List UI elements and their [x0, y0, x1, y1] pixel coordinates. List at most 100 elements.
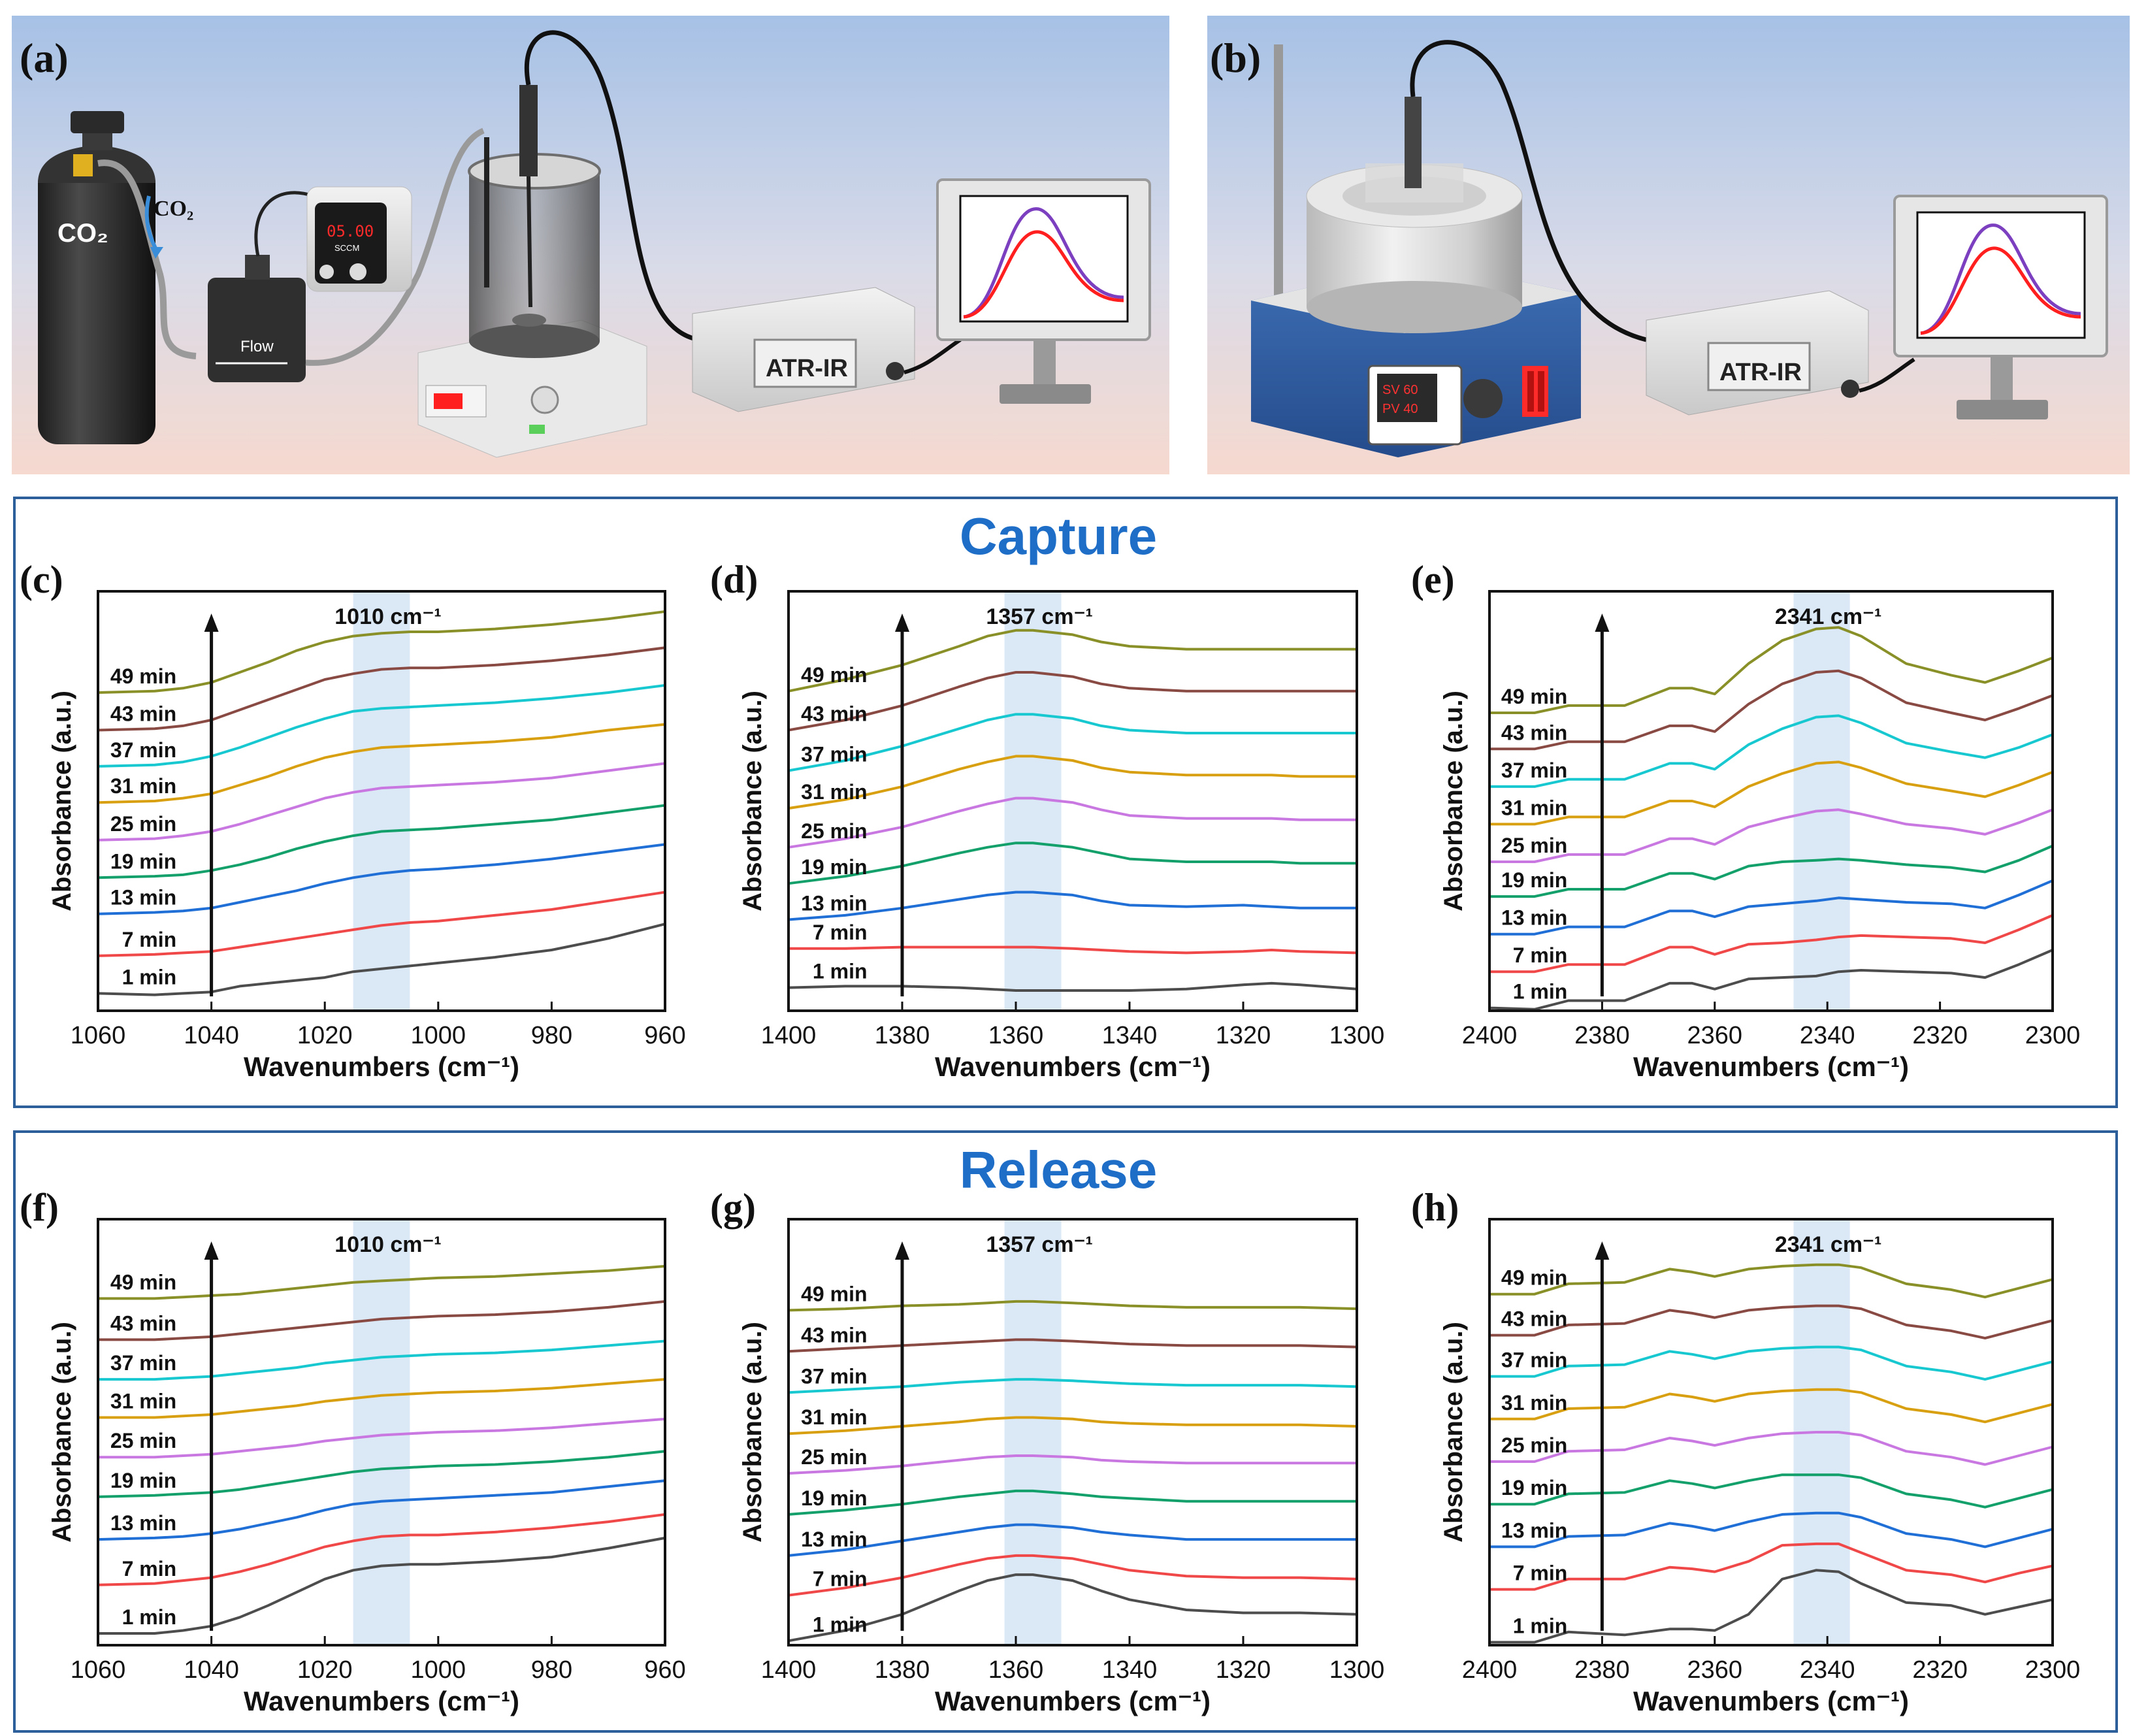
- series-line-49-min: [788, 629, 1357, 693]
- series-label: 49 min: [110, 1270, 176, 1294]
- x-tick-label: 1320: [1216, 1656, 1271, 1684]
- series-label: 1 min: [813, 960, 868, 983]
- series-label: 31 min: [110, 774, 176, 798]
- series-line-25-min: [1489, 1431, 2053, 1466]
- series-line-7-min: [1489, 914, 2053, 974]
- time-arrowhead-icon: [1595, 614, 1610, 632]
- series-label: 25 min: [801, 1445, 867, 1469]
- series-line-13-min: [97, 1479, 666, 1541]
- series-label: 19 min: [801, 1486, 867, 1510]
- series-label: 43 min: [1501, 721, 1567, 744]
- series-label: 19 min: [110, 1469, 176, 1492]
- chart-d: 1400 1380 1360 1340 1320 1300 Wavenumbers (cm⁻…: [710, 558, 1384, 1082]
- series-label: 19 min: [1501, 1476, 1567, 1499]
- series-label: 43 min: [110, 1311, 176, 1335]
- series-line-7-min: [789, 945, 1358, 955]
- panel-a-illustration: (a) CO₂ CO₂ Flow 05.00 SCCM: [12, 16, 1169, 474]
- x-axis-label: Wavenumbers (cm⁻¹): [244, 1686, 519, 1716]
- x-tick-label: 2400: [1462, 1656, 1518, 1684]
- chart-c: 1060 1040 1020 1000 980 960 Wavenumbers (cm⁻¹)…: [20, 558, 686, 1082]
- series-label: 7 min: [813, 921, 868, 944]
- series-line-7-min: [788, 1554, 1358, 1597]
- heater-probe: [1405, 97, 1422, 188]
- x-tick-label: 1300: [1329, 1656, 1385, 1684]
- series-label: 37 min: [801, 743, 867, 766]
- panel-label-g: (g): [710, 1186, 756, 1229]
- x-tick-label: 2360: [1687, 1022, 1743, 1049]
- series-line-13-min: [1489, 879, 2053, 936]
- mfc-display-unit: SCCM: [334, 243, 359, 253]
- time-arrowhead-icon: [204, 1241, 219, 1260]
- x-tick-label: 1400: [761, 1656, 817, 1684]
- series-line-7-min: [1489, 1542, 2053, 1591]
- series-label: 19 min: [801, 855, 867, 879]
- x-tick-label: 1040: [184, 1022, 239, 1049]
- time-arrowhead-icon: [1595, 1241, 1610, 1260]
- series-line-25-min: [98, 1417, 666, 1459]
- series-label: 25 min: [801, 819, 867, 843]
- x-tick-label: 2360: [1687, 1656, 1743, 1684]
- band-label: 1010 cm⁻¹: [334, 1232, 442, 1257]
- series-label: 43 min: [801, 702, 867, 726]
- series-line-37-min: [788, 1378, 1358, 1394]
- capture-frame: [13, 497, 2118, 1108]
- series-line-13-min: [1489, 1511, 2053, 1548]
- x-tick-label: 2380: [1574, 1022, 1630, 1049]
- series-label: 13 min: [1501, 906, 1567, 930]
- x-tick-label: 1360: [988, 1656, 1044, 1684]
- series-line-19-min: [97, 804, 666, 879]
- series-label: 37 min: [110, 1351, 176, 1375]
- panel-label-h: (h): [1411, 1186, 1459, 1229]
- flow-arrowhead-icon: [150, 247, 163, 259]
- probe-cable: [524, 30, 700, 342]
- atr-ir-label-b: ATR-IR: [1719, 359, 1802, 386]
- series-line-37-min: [1489, 1345, 2053, 1381]
- series-line-43-min: [1489, 1304, 2053, 1340]
- magnetic-stirrer: [417, 319, 647, 458]
- series-label: 31 min: [110, 1390, 176, 1413]
- x-tick-label: 1340: [1102, 1022, 1158, 1049]
- series-label: 1 min: [1513, 980, 1568, 1004]
- series-label: 13 min: [801, 892, 867, 915]
- series-line-19-min: [97, 1450, 666, 1498]
- x-tick-label: 1300: [1329, 1022, 1385, 1049]
- series-label: 37 min: [1501, 759, 1567, 782]
- series-line-31-min: [97, 723, 666, 804]
- x-tick-label: 980: [531, 1022, 572, 1049]
- mfc-flow-label: Flow: [240, 338, 274, 355]
- x-tick-label: 1400: [761, 1022, 817, 1049]
- panel-label-e: (e): [1411, 558, 1455, 601]
- atr-ir-label-a: ATR-IR: [766, 355, 848, 382]
- series-label: 37 min: [110, 738, 176, 762]
- gas-cylinder: CO₂: [38, 111, 155, 444]
- series-line-37-min: [1489, 714, 2053, 788]
- series-label: 25 min: [110, 812, 176, 836]
- series-line-1-min: [788, 1573, 1358, 1643]
- panel-a-label: (a): [20, 35, 69, 81]
- series-line-7-min: [97, 1513, 666, 1586]
- capture-title: Capture: [960, 507, 1157, 565]
- series-line-13-min: [788, 1523, 1357, 1557]
- support-rod: [1274, 44, 1283, 306]
- heater-sv-value: SV 60: [1382, 383, 1418, 397]
- series-label: 7 min: [813, 1567, 868, 1591]
- plot-frame: [787, 1218, 1358, 1646]
- x-axis-label: Wavenumbers (cm⁻¹): [1633, 1051, 1909, 1082]
- series-label: 19 min: [1501, 868, 1567, 892]
- series-line-1-min: [98, 1536, 666, 1635]
- series-line-43-min: [788, 1338, 1358, 1353]
- x-tick-label: 2320: [1912, 1022, 1968, 1049]
- highlight-band: [1004, 1219, 1062, 1645]
- series-label: 31 min: [1501, 796, 1567, 819]
- series-label: 7 min: [1513, 1562, 1568, 1585]
- x-tick-label: 2340: [1800, 1656, 1855, 1684]
- monitor-a: [936, 178, 1151, 404]
- series-line-1-min: [1489, 1569, 2053, 1644]
- monitor-cable-b: [1859, 357, 1915, 393]
- series-label: 1 min: [122, 1605, 177, 1629]
- series-label: 13 min: [801, 1528, 867, 1551]
- x-tick-label: 1020: [297, 1656, 353, 1684]
- y-axis-label: Absorbance (a.u.): [48, 691, 76, 911]
- highlight-band: [1793, 591, 1850, 1011]
- y-axis-label: Absorbance (a.u.): [1439, 1322, 1468, 1543]
